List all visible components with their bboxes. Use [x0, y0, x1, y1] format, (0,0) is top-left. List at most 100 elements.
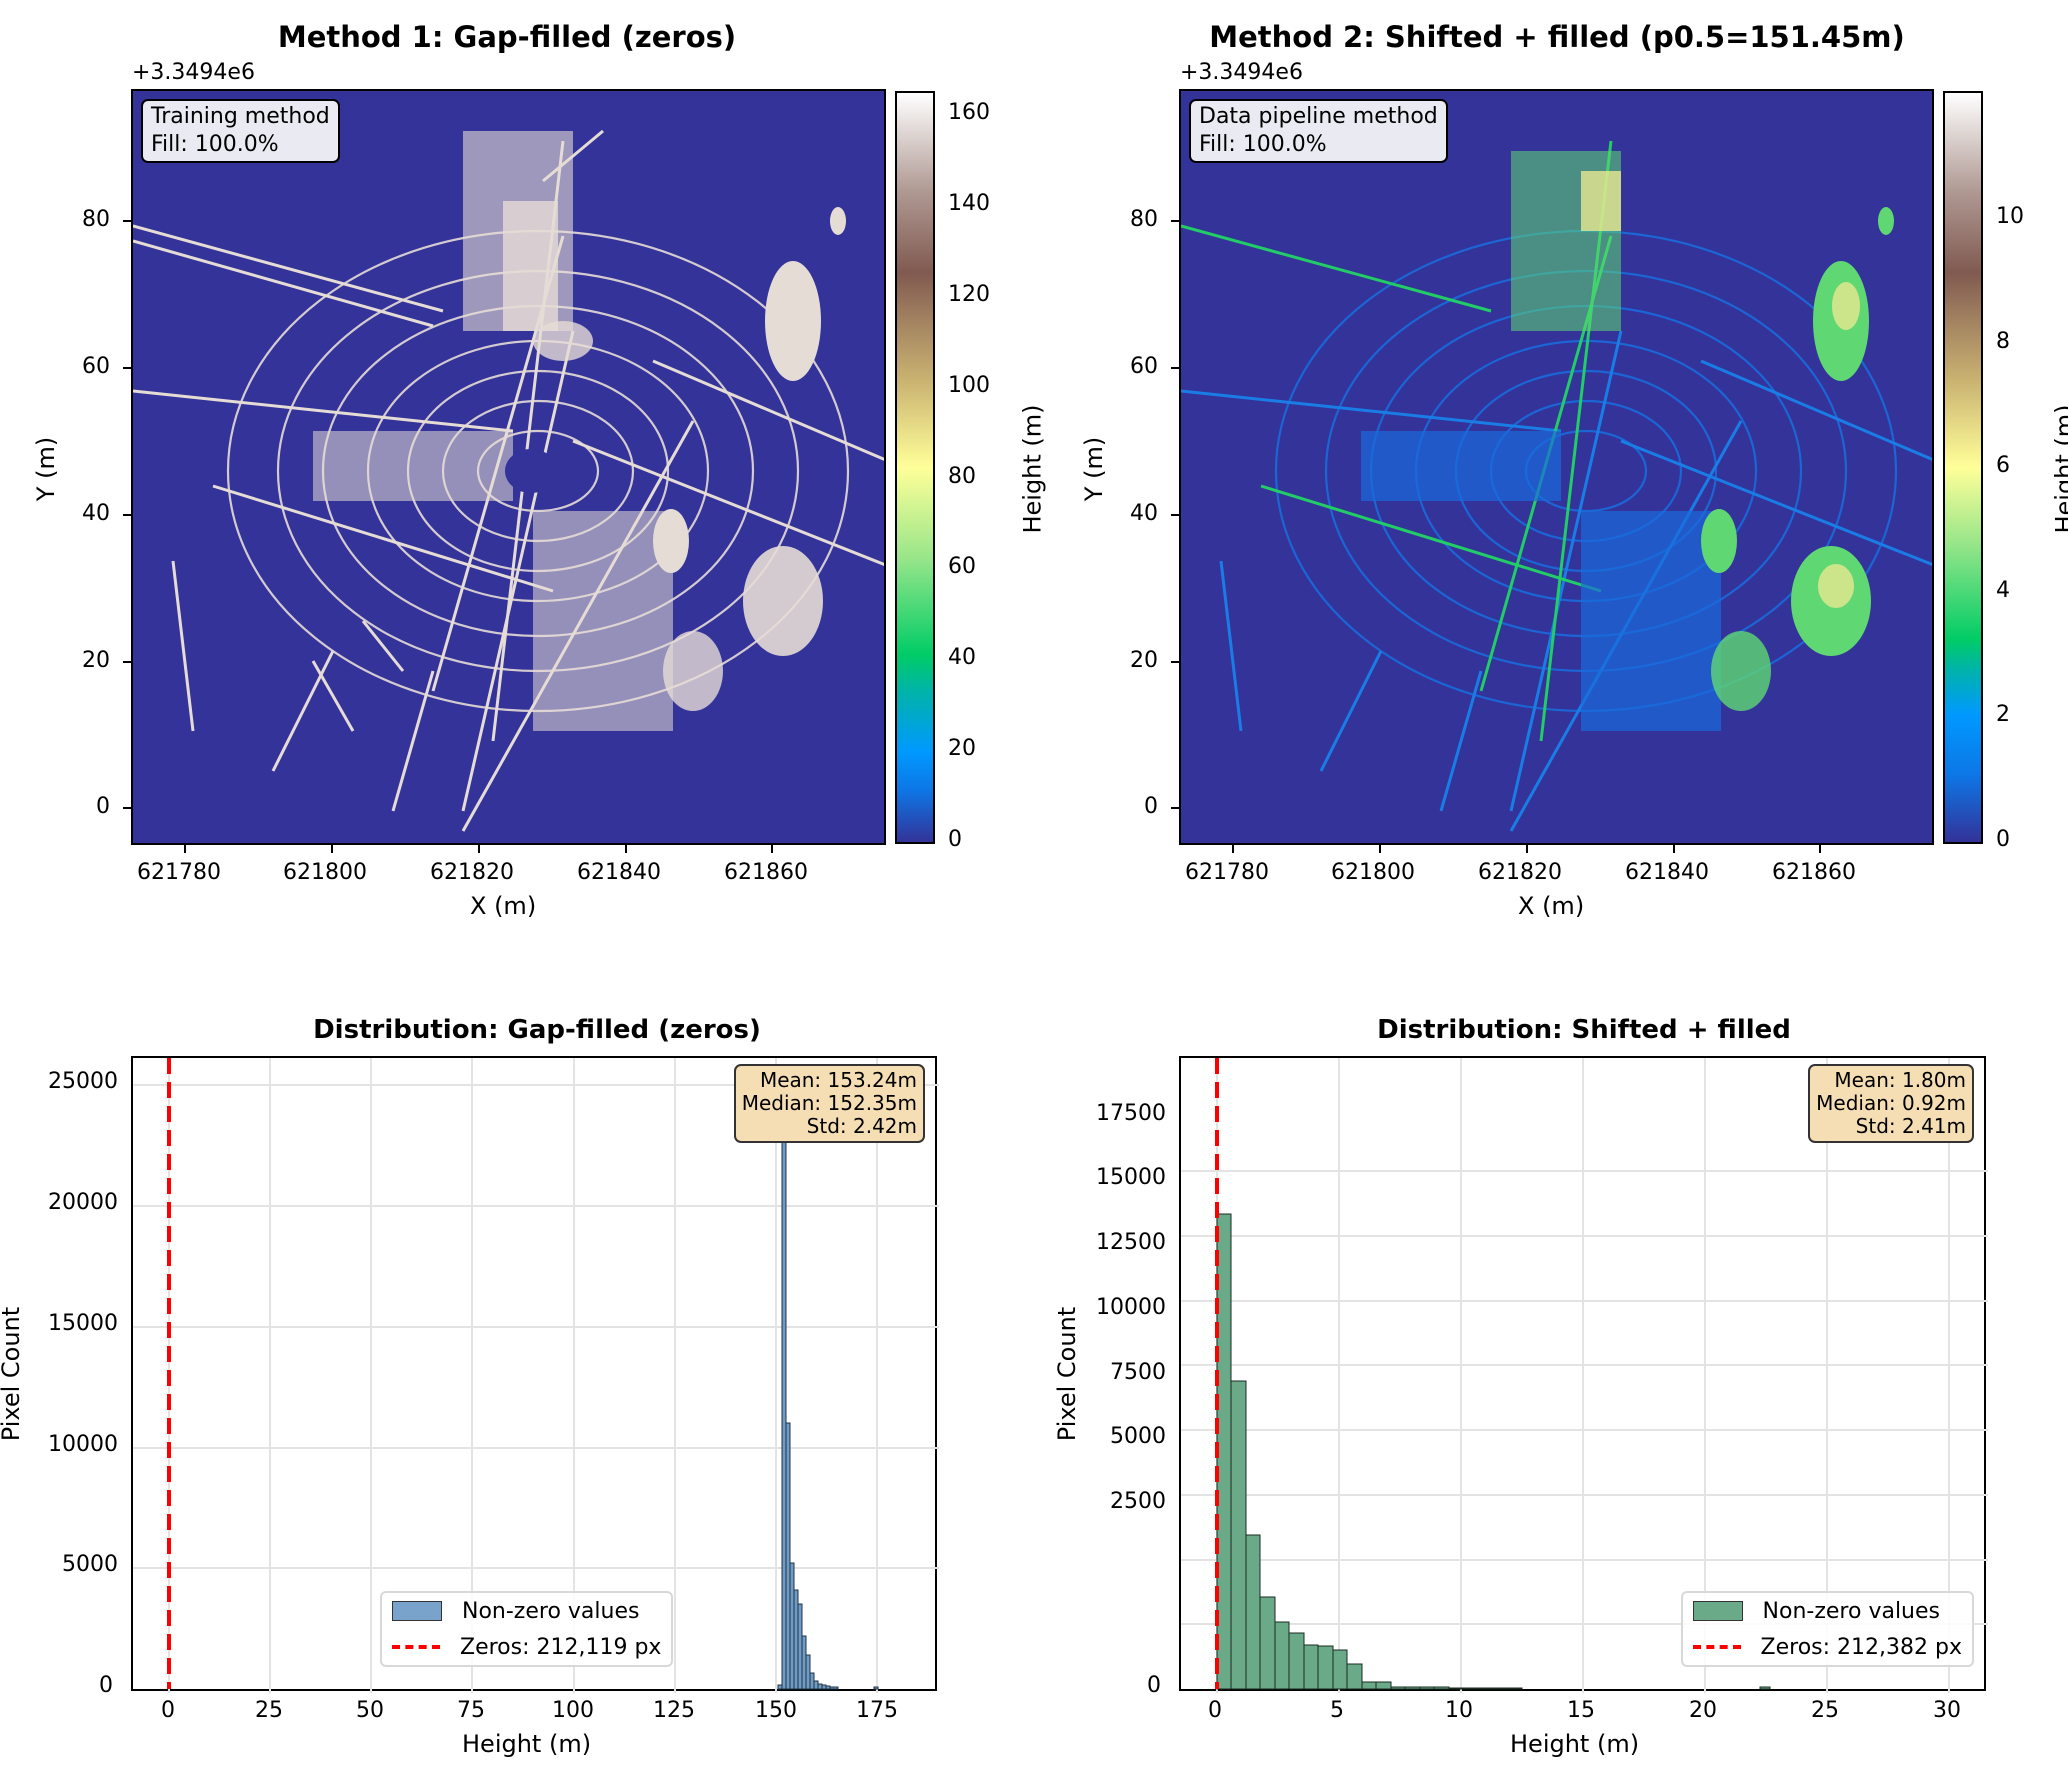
hist2-ytick: 5000 — [1110, 1424, 1166, 1449]
method2-title: Method 2: Shifted + filled (p0.5=151.45m… — [1209, 20, 1905, 54]
cbar1-tick: 120 — [948, 282, 990, 307]
hist1-xtick: 75 — [457, 1698, 485, 1723]
method1-xtick: 621800 — [283, 860, 367, 885]
method1-xlabel: X (m) — [470, 892, 537, 920]
method1-title: Method 1: Gap-filled (zeros) — [277, 20, 737, 54]
method1-xtick: 621840 — [577, 860, 661, 885]
cbar1-tick: 0 — [948, 827, 962, 852]
method2-xlabel: X (m) — [1518, 892, 1585, 920]
hist1-ytick: 10000 — [48, 1432, 118, 1457]
hist2-xtick: 15 — [1567, 1698, 1595, 1723]
hist2-ylabel: Pixel Count — [1053, 1306, 1082, 1442]
hist1-xtick: 50 — [356, 1698, 384, 1723]
hist2-ytick: 15000 — [1096, 1165, 1166, 1190]
method2-info-line1: Data pipeline method — [1199, 104, 1438, 129]
hist1-xtick: 125 — [653, 1698, 695, 1723]
method2-ytick: 80 — [1130, 207, 1158, 232]
method1-height-map: Training method Fill: 100.0% — [131, 89, 886, 845]
method2-xtick: 621840 — [1625, 860, 1709, 885]
method1-info-box: Training method Fill: 100.0% — [141, 99, 340, 163]
method2-colorbar — [1943, 91, 1983, 844]
hist1-legend: Non-zero values Zeros: 212,119 px — [380, 1591, 674, 1667]
hist2-plot-area: Mean: 1.80m Median: 0.92m Std: 2.41m Non… — [1179, 1056, 1988, 1693]
hist2-stat-std: Std: 2.41m — [1855, 1114, 1966, 1138]
cbar2-tick: 6 — [1996, 453, 2010, 478]
hist1-ytick: 15000 — [48, 1311, 118, 1336]
bar-swatch-icon — [392, 1601, 442, 1621]
method2-point-cloud — [1181, 140, 1932, 832]
method1-point-cloud — [133, 129, 884, 832]
hist2-xtick: 10 — [1445, 1698, 1473, 1723]
method2-info-box: Data pipeline method Fill: 100.0% — [1189, 99, 1448, 163]
hist1-xtick: 150 — [755, 1698, 797, 1723]
dashed-line-icon — [392, 1645, 440, 1649]
hist2-legend-zeros-label: Zeros: 212,382 px — [1760, 1634, 1962, 1660]
hist2-xtick: 25 — [1811, 1698, 1839, 1723]
cbar2-tick: 10 — [1996, 204, 2024, 229]
method2-ytick: 0 — [1144, 794, 1158, 819]
hist2-ytick: 2500 — [1110, 1489, 1166, 1514]
hist1-ytick: 0 — [99, 1673, 113, 1698]
dashed-line-icon — [1692, 1645, 1741, 1649]
hist1-plot-area: Mean: 153.24m Median: 152.35m Std: 2.42m… — [131, 1056, 939, 1693]
method1-ytick: 40 — [82, 501, 110, 526]
hist1-legend-bars-label: Non-zero values — [462, 1598, 640, 1624]
hist2-xtick: 5 — [1330, 1698, 1344, 1723]
hist2-xtick: 30 — [1933, 1698, 1961, 1723]
hist1-xtick: 100 — [552, 1698, 594, 1723]
hist2-stat-mean: Mean: 1.80m — [1834, 1068, 1966, 1092]
cbar1-tick: 140 — [948, 191, 990, 216]
method2-y-offset: +3.3494e6 — [1180, 60, 1303, 85]
hist1-stat-median: Median: 152.35m — [741, 1091, 917, 1115]
cbar1-tick: 40 — [948, 645, 976, 670]
hist1-xlabel: Height (m) — [462, 1730, 592, 1758]
hist1-xtick: 0 — [161, 1698, 175, 1723]
method2-ytick: 40 — [1130, 501, 1158, 526]
hist1-ytick: 20000 — [48, 1190, 118, 1215]
hist2-bars — [1181, 1058, 1988, 1693]
hist1-ylabel: Pixel Count — [0, 1306, 26, 1442]
method1-colorbar-label: Height (m) — [1018, 404, 1047, 534]
method2-height-map: Data pipeline method Fill: 100.0% — [1179, 89, 1934, 845]
method1-ytick: 20 — [82, 648, 110, 673]
hist2-xtick: 0 — [1208, 1698, 1222, 1723]
hist1-xtick: 25 — [255, 1698, 283, 1723]
method2-xtick: 621780 — [1185, 860, 1269, 885]
method1-xtick: 621860 — [724, 860, 808, 885]
hist2-ytick: 10000 — [1096, 1295, 1166, 1320]
method1-info-line2: Fill: 100.0% — [151, 132, 279, 157]
method2-ylabel: Y (m) — [1080, 436, 1109, 502]
hist2-legend-zeros: Zeros: 212,382 px — [1683, 1629, 1972, 1665]
hist1-ytick: 25000 — [48, 1069, 118, 1094]
method1-xtick: 621820 — [430, 860, 514, 885]
method1-ytick: 0 — [96, 794, 110, 819]
method1-info-line1: Training method — [151, 104, 330, 129]
hist1-legend-zeros-label: Zeros: 212,119 px — [460, 1634, 662, 1660]
cbar1-tick: 20 — [948, 736, 976, 761]
hist2-xtick: 20 — [1689, 1698, 1717, 1723]
hist1-title: Distribution: Gap-filled (zeros) — [313, 1015, 761, 1045]
hist2-ytick: 12500 — [1096, 1230, 1166, 1255]
cbar1-tick: 160 — [948, 100, 990, 125]
hist2-ytick: 0 — [1147, 1673, 1161, 1698]
cbar2-tick: 4 — [1996, 578, 2010, 603]
method1-xtick: 621780 — [137, 860, 221, 885]
hist2-xlabel: Height (m) — [1510, 1730, 1640, 1758]
hist1-stats-box: Mean: 153.24m Median: 152.35m Std: 2.42m — [733, 1064, 925, 1143]
cbar2-tick: 0 — [1996, 827, 2010, 852]
method1-ylabel: Y (m) — [32, 436, 61, 502]
method2-ytick: 20 — [1130, 648, 1158, 673]
method1-ytick: 60 — [82, 354, 110, 379]
method1-ytick: 80 — [82, 207, 110, 232]
hist1-legend-bars: Non-zero values — [382, 1593, 671, 1629]
hist1-xtick: 175 — [856, 1698, 898, 1723]
cbar1-tick: 100 — [948, 373, 990, 398]
hist1-stat-mean: Mean: 153.24m — [759, 1068, 917, 1092]
method2-xtick: 621860 — [1772, 860, 1856, 885]
hist2-title: Distribution: Shifted + filled — [1377, 1015, 1791, 1045]
cbar1-tick: 60 — [948, 554, 976, 579]
hist2-legend-bars: Non-zero values — [1683, 1593, 1972, 1629]
method1-colorbar — [895, 91, 935, 844]
cbar1-tick: 80 — [948, 464, 976, 489]
method2-info-line2: Fill: 100.0% — [1199, 132, 1327, 157]
